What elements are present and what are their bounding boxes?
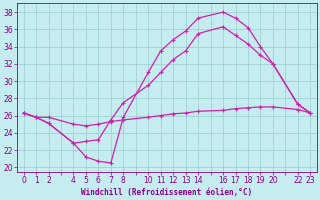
X-axis label: Windchill (Refroidissement éolien,°C): Windchill (Refroidissement éolien,°C) [81,188,252,197]
